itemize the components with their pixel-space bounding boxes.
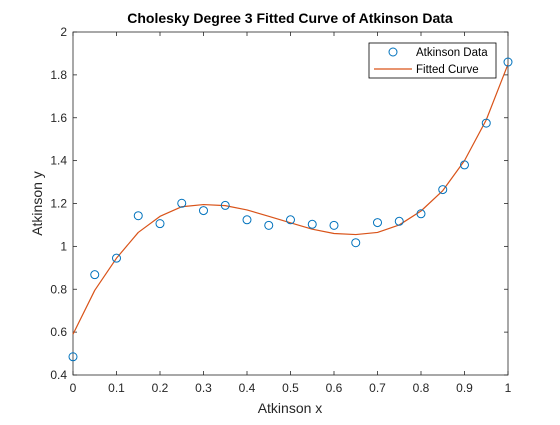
x-tick-label: 0.6 <box>326 381 343 395</box>
y-tick-label: 1 <box>60 239 67 253</box>
y-tick-label: 1.2 <box>50 197 67 211</box>
y-tick-label: 1.6 <box>50 111 67 125</box>
plot-area <box>73 32 508 375</box>
x-tick-label: 0.9 <box>456 381 473 395</box>
data-point <box>373 218 382 228</box>
data-point <box>503 57 513 67</box>
data-point <box>438 185 448 195</box>
data-point <box>286 215 295 225</box>
data-point <box>90 270 100 280</box>
y-tick-label: 1.4 <box>50 154 67 168</box>
data-point <box>199 206 208 216</box>
x-axis-label: Atkinson x <box>258 400 323 416</box>
x-tick-label: 1 <box>505 381 512 395</box>
y-axis-ticks: 0.4 0.6 0.8 1 1.2 1.4 1.6 1.8 2 <box>50 25 508 382</box>
legend-marker-icon <box>388 47 398 57</box>
legend-entry-atkinson-data: Atkinson Data <box>416 47 488 59</box>
legend: Atkinson Data Fitted Curve <box>368 42 497 79</box>
x-tick-label: 0.1 <box>108 381 125 395</box>
atkinson-data-series <box>68 57 513 362</box>
legend-entry-fitted-curve: Fitted Curve <box>416 64 479 76</box>
x-tick-label: 0.4 <box>239 381 256 395</box>
y-tick-label: 0.4 <box>50 368 67 382</box>
y-tick-label: 1.8 <box>50 68 67 82</box>
data-point <box>220 200 230 210</box>
data-point <box>133 211 143 221</box>
data-point <box>307 219 317 229</box>
data-point <box>155 219 165 229</box>
data-point <box>329 220 339 230</box>
x-tick-label: 0.5 <box>282 381 299 395</box>
y-tick-label: 0.6 <box>50 325 67 339</box>
data-point <box>416 209 426 219</box>
data-point <box>351 238 361 248</box>
fitted-curve-line <box>72 63 509 335</box>
x-tick-label: 0.2 <box>152 381 169 395</box>
x-tick-label: 0.7 <box>369 381 386 395</box>
data-point <box>68 352 78 362</box>
data-point <box>112 253 121 263</box>
x-tick-label: 0.8 <box>413 381 430 395</box>
data-point <box>242 215 252 225</box>
data-point <box>264 220 274 230</box>
y-tick-label: 0.8 <box>50 282 67 296</box>
data-point <box>481 118 491 128</box>
x-tick-label: 0 <box>70 381 77 395</box>
x-axis-ticks: 0 0.1 0.2 0.3 0.4 0.5 0.6 0.7 0.8 0.9 1 <box>70 32 512 395</box>
data-point <box>394 216 404 226</box>
y-tick-label: 2 <box>60 25 67 39</box>
x-tick-label: 0.3 <box>195 381 212 395</box>
y-axis-label: Atkinson y <box>29 171 45 236</box>
chart-title: Cholesky Degree 3 Fitted Curve of Atkins… <box>127 10 453 26</box>
data-point <box>177 198 187 208</box>
data-point <box>460 160 469 170</box>
fitted-curve-series <box>72 63 509 335</box>
